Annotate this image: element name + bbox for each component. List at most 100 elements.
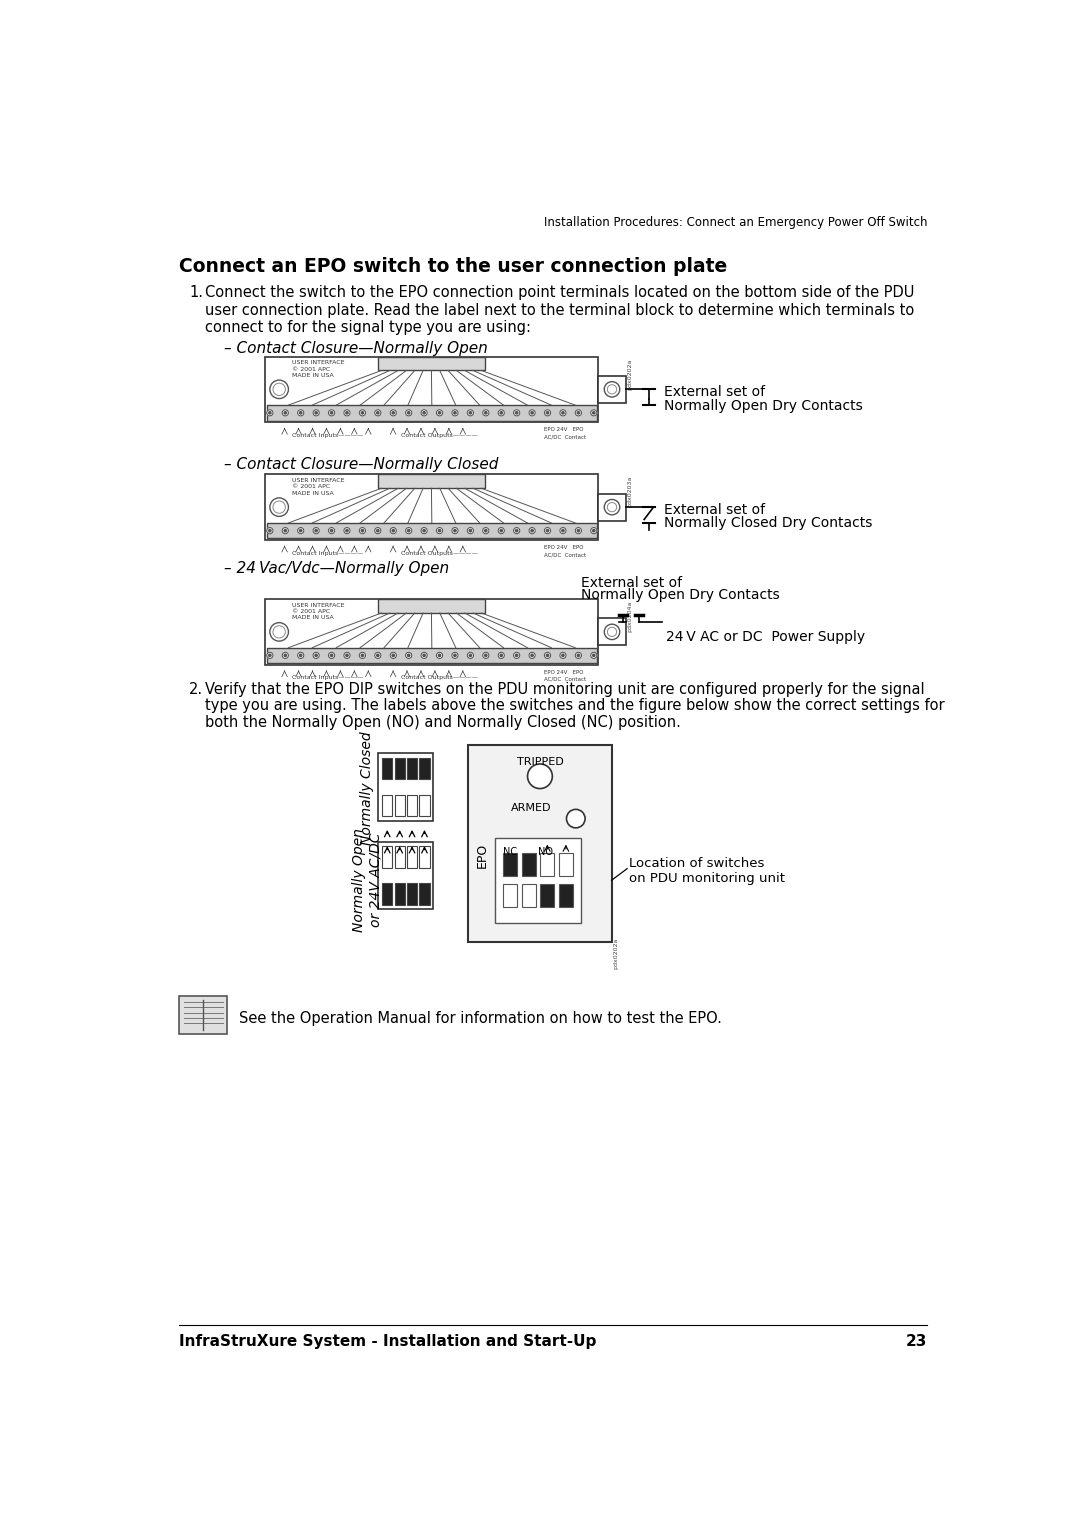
Circle shape: [406, 652, 411, 659]
Circle shape: [562, 411, 564, 414]
Circle shape: [500, 654, 502, 657]
Bar: [378, 842, 433, 909]
Text: pdx0202a: pdx0202a: [627, 358, 632, 390]
Text: AC/DC  Contact: AC/DC Contact: [544, 434, 586, 440]
Circle shape: [485, 530, 487, 532]
Circle shape: [436, 652, 443, 659]
Circle shape: [593, 411, 595, 414]
Bar: [266, 599, 598, 665]
Text: – Contact Closure—Normally Closed: – Contact Closure—Normally Closed: [225, 457, 499, 472]
Bar: [394, 795, 405, 816]
Circle shape: [559, 410, 566, 416]
Bar: [419, 883, 430, 905]
Text: Contact Inputs————: Contact Inputs————: [293, 675, 364, 680]
Circle shape: [269, 411, 271, 414]
Circle shape: [514, 652, 519, 659]
Circle shape: [544, 410, 551, 416]
Bar: [382, 883, 392, 905]
Circle shape: [390, 410, 396, 416]
Circle shape: [436, 527, 443, 533]
Circle shape: [577, 411, 580, 414]
Circle shape: [562, 530, 564, 532]
Bar: [378, 474, 485, 489]
Circle shape: [498, 652, 504, 659]
Circle shape: [498, 527, 504, 533]
Text: on PDU monitoring unit: on PDU monitoring unit: [630, 872, 785, 885]
Circle shape: [377, 654, 379, 657]
Text: Normally Open Dry Contacts: Normally Open Dry Contacts: [664, 399, 863, 413]
Circle shape: [346, 411, 348, 414]
Text: Contact Outputs————: Contact Outputs————: [401, 432, 477, 439]
Bar: [394, 847, 405, 868]
Circle shape: [483, 527, 489, 533]
Circle shape: [469, 654, 472, 657]
Text: both the Normally Open (NO) and Normally Closed (NC) position.: both the Normally Open (NO) and Normally…: [205, 715, 680, 730]
Circle shape: [607, 385, 617, 394]
Circle shape: [361, 530, 364, 532]
Circle shape: [514, 527, 519, 533]
Bar: [419, 847, 430, 868]
Circle shape: [607, 503, 617, 512]
Circle shape: [269, 530, 271, 532]
Text: Contact Outputs————: Contact Outputs————: [401, 550, 477, 556]
Bar: [378, 753, 433, 821]
Circle shape: [343, 527, 350, 533]
Circle shape: [360, 410, 365, 416]
Circle shape: [577, 530, 580, 532]
Bar: [407, 847, 417, 868]
Circle shape: [421, 527, 428, 533]
Circle shape: [468, 410, 473, 416]
Text: External set of: External set of: [664, 503, 766, 518]
Text: Connect an EPO switch to the user connection plate: Connect an EPO switch to the user connec…: [179, 257, 728, 275]
Circle shape: [593, 654, 595, 657]
Text: 1.: 1.: [189, 286, 203, 299]
Circle shape: [438, 654, 441, 657]
Text: Contact Inputs————: Contact Inputs————: [293, 432, 364, 439]
Bar: [540, 853, 554, 877]
Circle shape: [267, 527, 273, 533]
Circle shape: [591, 652, 597, 659]
Text: Normally Open Dry Contacts: Normally Open Dry Contacts: [581, 588, 780, 602]
Circle shape: [299, 654, 302, 657]
Circle shape: [454, 530, 456, 532]
Bar: [378, 599, 485, 613]
Text: Normally Open
or 24V AC/DC: Normally Open or 24V AC/DC: [352, 828, 382, 932]
Text: pdx0203a: pdx0203a: [627, 475, 632, 507]
Circle shape: [514, 410, 519, 416]
Circle shape: [607, 628, 617, 637]
Text: pdx0202a: pdx0202a: [613, 938, 618, 969]
Circle shape: [515, 654, 517, 657]
Bar: [419, 795, 430, 816]
Circle shape: [406, 527, 411, 533]
Circle shape: [361, 411, 364, 414]
Text: Verify that the EPO DIP switches on the PDU monitoring unit are configured prope: Verify that the EPO DIP switches on the …: [205, 683, 924, 697]
Circle shape: [343, 410, 350, 416]
Circle shape: [485, 411, 487, 414]
Circle shape: [361, 654, 364, 657]
Bar: [503, 885, 517, 908]
Circle shape: [392, 530, 394, 532]
Text: EPO 24V   EPO: EPO 24V EPO: [544, 545, 583, 550]
Bar: [394, 883, 405, 905]
Bar: [267, 523, 597, 538]
Text: – 24 Vac/Vdc—Normally Open: – 24 Vac/Vdc—Normally Open: [225, 561, 449, 576]
Text: External set of: External set of: [664, 385, 766, 399]
Circle shape: [390, 652, 396, 659]
Circle shape: [438, 530, 441, 532]
Circle shape: [270, 380, 288, 399]
Circle shape: [343, 652, 350, 659]
Bar: [598, 376, 625, 403]
Circle shape: [576, 410, 581, 416]
Circle shape: [392, 411, 394, 414]
Circle shape: [377, 530, 379, 532]
Circle shape: [451, 410, 458, 416]
Text: EPO 24V   EPO: EPO 24V EPO: [544, 428, 583, 432]
Circle shape: [313, 652, 320, 659]
Bar: [179, 996, 227, 1034]
Circle shape: [605, 623, 620, 640]
Text: 2.: 2.: [189, 683, 203, 697]
Text: AC/DC  Contact: AC/DC Contact: [544, 552, 586, 558]
Text: user connection plate. Read the label next to the terminal block to determine wh: user connection plate. Read the label ne…: [205, 303, 914, 318]
Bar: [522, 853, 536, 877]
Circle shape: [469, 530, 472, 532]
